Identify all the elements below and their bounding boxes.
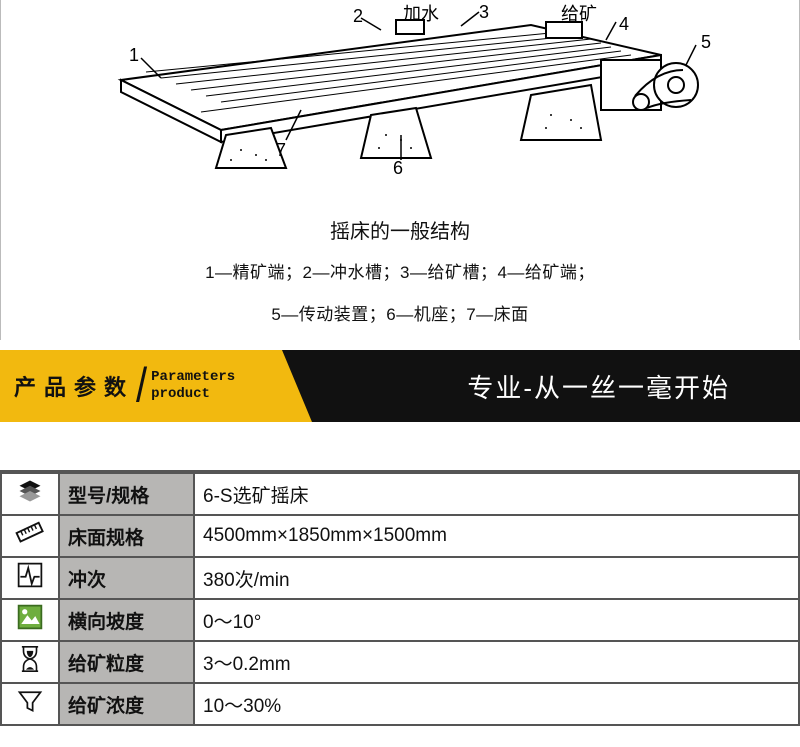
row-label: 冲次 (59, 557, 194, 599)
row-icon-ruler (1, 515, 59, 557)
diagram-num-7: 7 (276, 140, 286, 161)
row-value: 0～10° (194, 599, 799, 641)
row-icon-pulse (1, 557, 59, 599)
diagram-legend-2: 5—传动装置；6—机座；7—床面 (1, 300, 799, 325)
row-label: 床面规格 (59, 515, 194, 557)
banner-slogan: 专业-从一丝一毫开始 (467, 368, 730, 405)
diagram-num-2: 2 (353, 6, 363, 27)
row-label: 横向坡度 (59, 599, 194, 641)
row-icon-picture (1, 599, 59, 641)
banner-title-cn: 产品参数 (14, 370, 134, 402)
diagram-region: 加水 给矿 (0, 0, 800, 340)
diagram-legend-1: 1—精矿端；2—冲水槽；3—给矿槽；4—给矿端； (1, 258, 799, 283)
table-row: 给矿粒度3～0.2mm (1, 641, 799, 683)
row-value: 4500mm×1850mm×1500mm (194, 515, 799, 557)
shaking-table-diagram (101, 0, 701, 180)
table-row: 横向坡度0～10° (1, 599, 799, 641)
diagram-num-3: 3 (479, 2, 489, 23)
row-icon-hourglass (1, 641, 59, 683)
row-value: 6-S选矿摇床 (194, 473, 799, 515)
row-label: 型号/规格 (59, 473, 194, 515)
banner-title-en: Parameters product (151, 369, 235, 403)
row-icon-funnel (1, 683, 59, 725)
table-row: 给矿浓度10～30% (1, 683, 799, 725)
diagram-caption: 摇床的一般结构 (1, 215, 799, 244)
table-row: 床面规格4500mm×1850mm×1500mm (1, 515, 799, 557)
table-row: 冲次380次/min (1, 557, 799, 599)
table-row: 型号/规格6-S选矿摇床 (1, 473, 799, 515)
banner-yellow-block: 产品参数 / Parameters product (0, 350, 312, 422)
row-label: 给矿粒度 (59, 641, 194, 683)
banner-en-line2: product (151, 386, 210, 402)
diagram-num-5: 5 (701, 32, 711, 53)
diagram-num-4: 4 (619, 14, 629, 35)
section-banner: 产品参数 / Parameters product 专业-从一丝一毫开始 (0, 350, 800, 422)
banner-slash: / (136, 359, 147, 413)
diagram-num-6: 6 (393, 158, 403, 179)
banner-en-line1: Parameters (151, 369, 235, 385)
row-icon-layers (1, 473, 59, 515)
spec-table: 型号/规格6-S选矿摇床床面规格4500mm×1850mm×1500mm冲次38… (0, 470, 800, 726)
diagram-num-1: 1 (129, 45, 139, 66)
row-label: 给矿浓度 (59, 683, 194, 725)
row-value: 380次/min (194, 557, 799, 599)
row-value: 3～0.2mm (194, 641, 799, 683)
row-value: 10～30% (194, 683, 799, 725)
